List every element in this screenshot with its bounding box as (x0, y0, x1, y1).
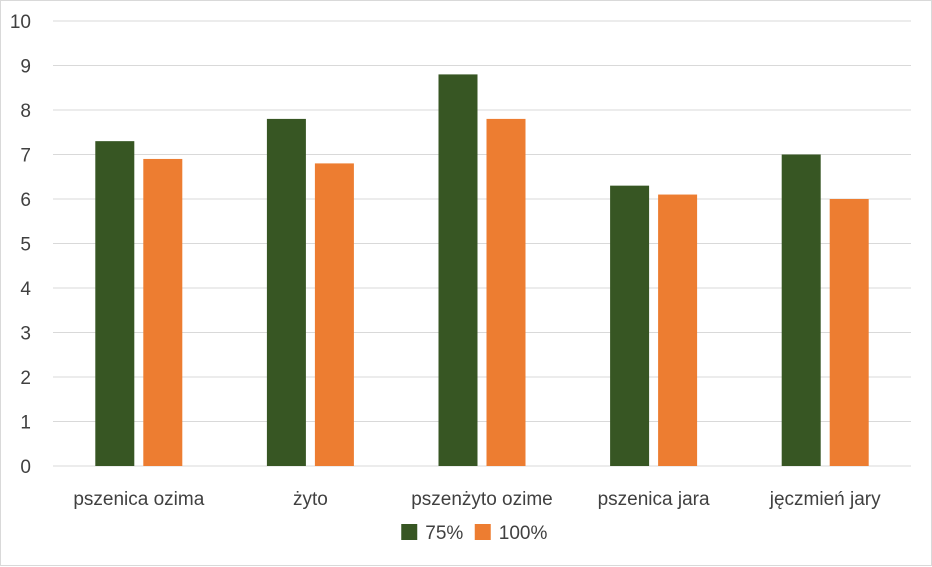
bar-3-1 (658, 194, 698, 467)
y-tick-label-3: 3 (20, 324, 31, 345)
x-category-label-4: jęczmień jary (769, 489, 881, 510)
x-category-label-0: pszenica ozima (73, 489, 204, 510)
legend: 75% 100% (401, 523, 547, 544)
legend-swatch-0 (401, 524, 418, 540)
y-tick-label-6: 6 (20, 190, 31, 211)
gridlines (53, 20, 911, 467)
y-tick-label-0: 0 (20, 457, 31, 478)
y-tick-label-8: 8 (20, 101, 31, 122)
y-tick-label-10: 10 (10, 12, 31, 33)
bar-4-1 (829, 199, 869, 466)
bar-0-0 (95, 141, 135, 466)
legend-label-1: 100% (499, 523, 548, 544)
y-tick-label-7: 7 (20, 146, 31, 167)
legend-label-0: 75% (425, 523, 463, 544)
bar-1-0 (266, 118, 306, 467)
y-tick-label-2: 2 (20, 368, 31, 389)
x-category-label-1: żyto (293, 489, 328, 510)
bar-1-1 (314, 163, 354, 466)
bar-4-0 (781, 154, 821, 466)
bars (95, 74, 869, 467)
x-category-label-3: pszenica jara (598, 489, 710, 510)
y-axis-ticks: 0 1 2 3 4 5 6 7 8 9 10 (10, 12, 32, 478)
x-axis-labels: pszenica ozima żyto pszenżyto ozime pszenic… (73, 489, 881, 510)
y-tick-label-1: 1 (20, 413, 31, 434)
x-category-label-2: pszenżyto ozime (411, 489, 553, 510)
legend-swatch-1 (474, 524, 491, 540)
bar-0-1 (143, 158, 183, 466)
bar-3-0 (610, 185, 650, 466)
bar-2-0 (438, 74, 478, 467)
y-tick-label-4: 4 (20, 279, 31, 300)
y-tick-label-9: 9 (20, 57, 31, 78)
y-tick-label-5: 5 (20, 235, 31, 256)
bar-2-1 (486, 118, 526, 467)
